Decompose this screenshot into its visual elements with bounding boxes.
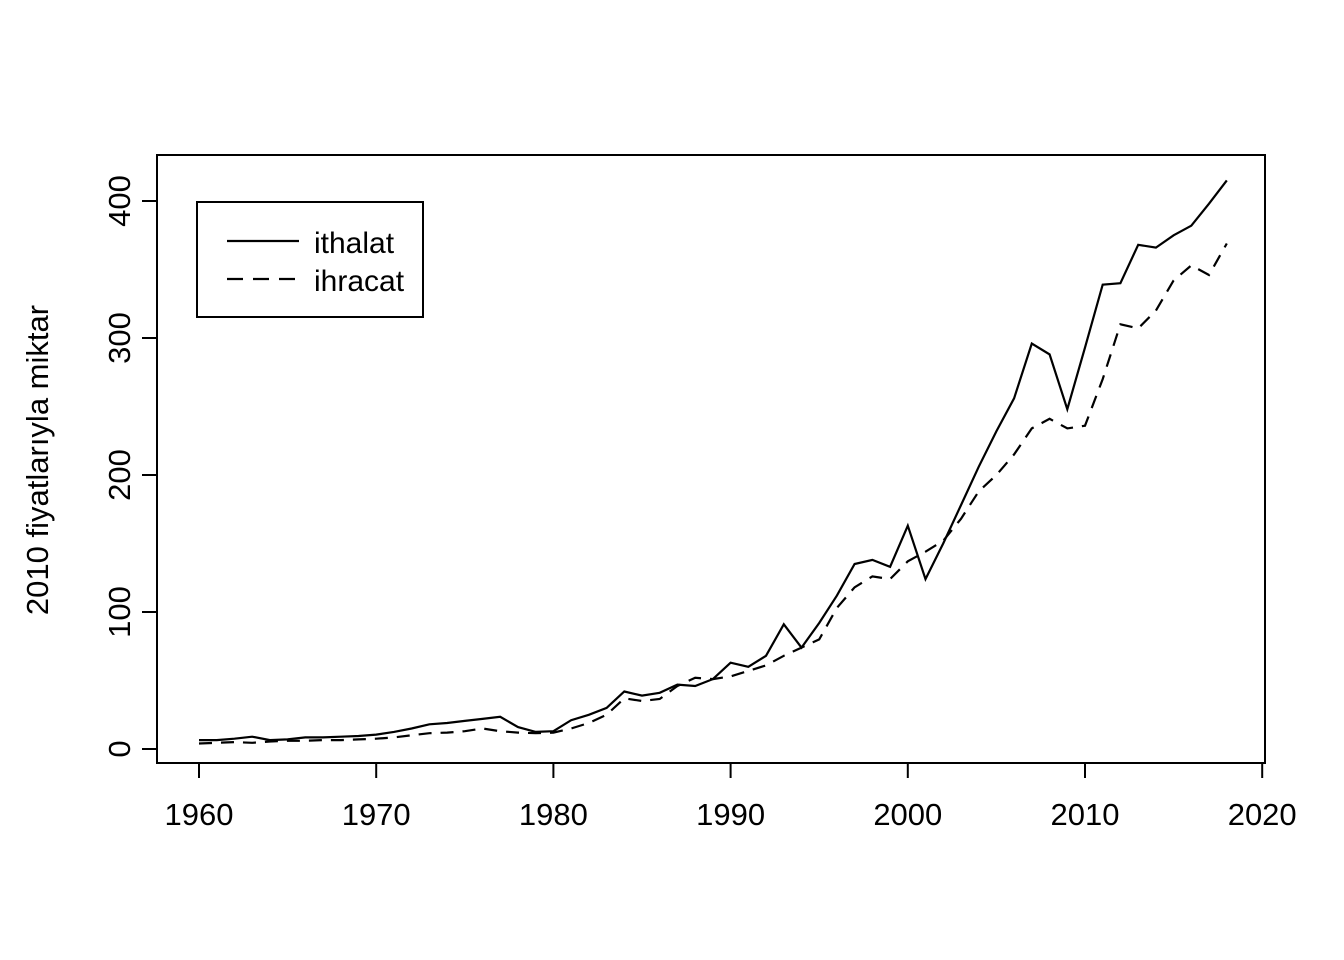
y-axis-tick-label: 100 — [102, 586, 137, 638]
x-axis-tick-label: 2010 — [1051, 797, 1120, 832]
x-axis-tick-label: 2000 — [873, 797, 942, 832]
x-axis-tick-label: 1970 — [342, 797, 411, 832]
series-ihracat-line — [198, 242, 1228, 745]
x-axis-tick-label: 1980 — [519, 797, 588, 832]
y-axis-title: 2010 fiyatlarıyla miktar — [20, 305, 55, 615]
y-axis: 0 100 200 300 400 — [102, 175, 157, 758]
y-axis-tick-label: 0 — [102, 740, 137, 757]
x-axis-tick-label: 2020 — [1228, 797, 1297, 832]
x-axis-tick-label: 1960 — [165, 797, 234, 832]
x-axis-tick-label: 1990 — [696, 797, 765, 832]
series-group — [198, 179, 1228, 745]
plot-border — [156, 154, 1266, 764]
y-axis-tick-label: 300 — [102, 312, 137, 364]
y-axis-tick-label: 400 — [102, 175, 137, 227]
y-axis-tick-label: 200 — [102, 449, 137, 501]
legend-label-ithalat: ithalat — [314, 227, 395, 260]
legend-box — [196, 201, 424, 318]
legend-label-ihracat: ihracat — [314, 265, 405, 298]
x-axis: 1960 1970 1980 1990 2000 2010 2020 — [165, 763, 1297, 832]
legend: ithalat ihracat — [196, 201, 424, 318]
